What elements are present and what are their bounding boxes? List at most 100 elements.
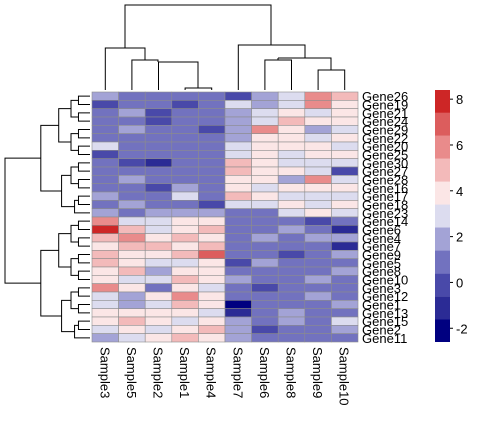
heatmap-cell bbox=[144, 100, 173, 109]
heatmap-cell bbox=[304, 133, 332, 143]
heatmap-cell bbox=[304, 283, 332, 293]
heatmap-cell bbox=[144, 250, 173, 259]
row-dendrogram bbox=[4, 95, 90, 339]
heatmap-cell bbox=[91, 241, 119, 251]
legend-tick-label: 2 bbox=[456, 230, 463, 245]
heatmap-cell bbox=[331, 266, 359, 276]
heatmap-cell bbox=[277, 275, 306, 284]
heatmap-cell bbox=[331, 216, 359, 226]
heatmap-cell bbox=[277, 308, 306, 318]
heatmap-cell bbox=[224, 266, 252, 276]
heatmap-cell bbox=[277, 116, 306, 126]
heatmap-cell bbox=[224, 191, 252, 201]
heatmap-cell bbox=[91, 258, 119, 268]
heatmap-cell bbox=[224, 183, 252, 193]
heatmap-cell bbox=[304, 116, 332, 126]
heatmap-cell bbox=[251, 233, 279, 243]
heatmap-cell bbox=[251, 216, 279, 226]
row-label: Gene11 bbox=[362, 331, 407, 346]
row-label: Gene21 bbox=[362, 106, 408, 121]
heatmap-cell bbox=[144, 291, 173, 301]
heatmap-cell bbox=[118, 291, 146, 301]
column-label: Sample9 bbox=[310, 347, 325, 398]
row-label: Gene15 bbox=[362, 314, 408, 329]
heatmap-cell bbox=[251, 108, 279, 118]
heatmap-cell bbox=[171, 233, 199, 243]
heatmap-cell bbox=[304, 250, 332, 259]
heatmap-cell bbox=[198, 125, 226, 134]
heatmap-cell bbox=[304, 208, 332, 218]
heatmap-cell bbox=[251, 91, 279, 101]
heatmap-cell bbox=[304, 150, 332, 159]
heatmap-cell bbox=[91, 216, 119, 226]
heatmap-cell bbox=[224, 225, 252, 234]
heatmap-cell bbox=[304, 233, 332, 243]
heatmap-cell bbox=[251, 158, 279, 168]
heatmap-cell bbox=[304, 258, 332, 268]
legend-swatch bbox=[435, 250, 450, 274]
heatmap-cell bbox=[91, 300, 119, 309]
row-label: Gene30 bbox=[362, 156, 408, 171]
heatmap-cell bbox=[331, 91, 359, 101]
heatmap-cell bbox=[144, 308, 173, 318]
column-dendrogram bbox=[104, 4, 346, 90]
heatmap-cell bbox=[91, 175, 119, 184]
heatmap-cell bbox=[277, 183, 306, 193]
heatmap-cell bbox=[144, 166, 173, 176]
heatmap-cell bbox=[277, 175, 306, 184]
heatmap-cell bbox=[251, 283, 279, 293]
heatmap-cell bbox=[224, 208, 252, 218]
heatmap-cell bbox=[198, 91, 226, 101]
heatmap-cell bbox=[224, 150, 252, 159]
heatmap-cell bbox=[118, 241, 146, 251]
row-label: Gene3 bbox=[362, 281, 401, 296]
heatmap-cell bbox=[224, 258, 252, 268]
heatmap-cell bbox=[171, 216, 199, 226]
heatmap-cell bbox=[224, 283, 252, 293]
heatmap-cell bbox=[198, 208, 226, 218]
heatmap-cell bbox=[251, 241, 279, 251]
heatmap-cell bbox=[277, 216, 306, 226]
heatmap-cell bbox=[91, 316, 119, 326]
heatmap-cell bbox=[277, 291, 306, 301]
legend-tick-label: 6 bbox=[456, 138, 463, 153]
heatmap-cell bbox=[91, 116, 119, 126]
column-label: Sample1 bbox=[177, 347, 192, 398]
column-label: Sample6 bbox=[257, 347, 272, 398]
heatmap-cell bbox=[198, 141, 226, 151]
heatmap-cell bbox=[118, 266, 146, 276]
column-label: Sample10 bbox=[337, 347, 352, 406]
heatmap-cell bbox=[224, 133, 252, 143]
row-label: Gene7 bbox=[362, 239, 401, 254]
heatmap-cell bbox=[277, 208, 306, 218]
heatmap-cell bbox=[144, 300, 173, 309]
heatmap-cell bbox=[118, 141, 146, 151]
heatmap-cell bbox=[118, 166, 146, 176]
heatmap-cell bbox=[171, 100, 199, 109]
heatmap-cell bbox=[304, 308, 332, 318]
heatmap-cell bbox=[331, 333, 359, 343]
heatmap-cell bbox=[331, 158, 359, 168]
heatmap-cell bbox=[118, 175, 146, 184]
heatmap-cell bbox=[304, 325, 332, 334]
heatmap-cell bbox=[144, 158, 173, 168]
heatmap-cell bbox=[198, 333, 226, 343]
row-label: Gene28 bbox=[362, 173, 408, 188]
heatmap-cell bbox=[91, 183, 119, 193]
heatmap-cell bbox=[118, 158, 146, 168]
heatmap-cell bbox=[251, 266, 279, 276]
column-label: Sample7 bbox=[230, 347, 245, 398]
heatmap-cell bbox=[277, 125, 306, 134]
heatmap-cell bbox=[277, 108, 306, 118]
heatmap-cell bbox=[277, 150, 306, 159]
heatmap-cell bbox=[171, 316, 199, 326]
heatmap-cell bbox=[251, 208, 279, 218]
heatmap-cell bbox=[144, 225, 173, 234]
heatmap-cell bbox=[224, 250, 252, 259]
heatmap-cell bbox=[118, 258, 146, 268]
heatmap-cell bbox=[144, 233, 173, 243]
heatmap-cell bbox=[198, 275, 226, 284]
column-label: Sample8 bbox=[284, 347, 299, 398]
heatmap-cell bbox=[118, 283, 146, 293]
heatmap-cell bbox=[118, 233, 146, 243]
